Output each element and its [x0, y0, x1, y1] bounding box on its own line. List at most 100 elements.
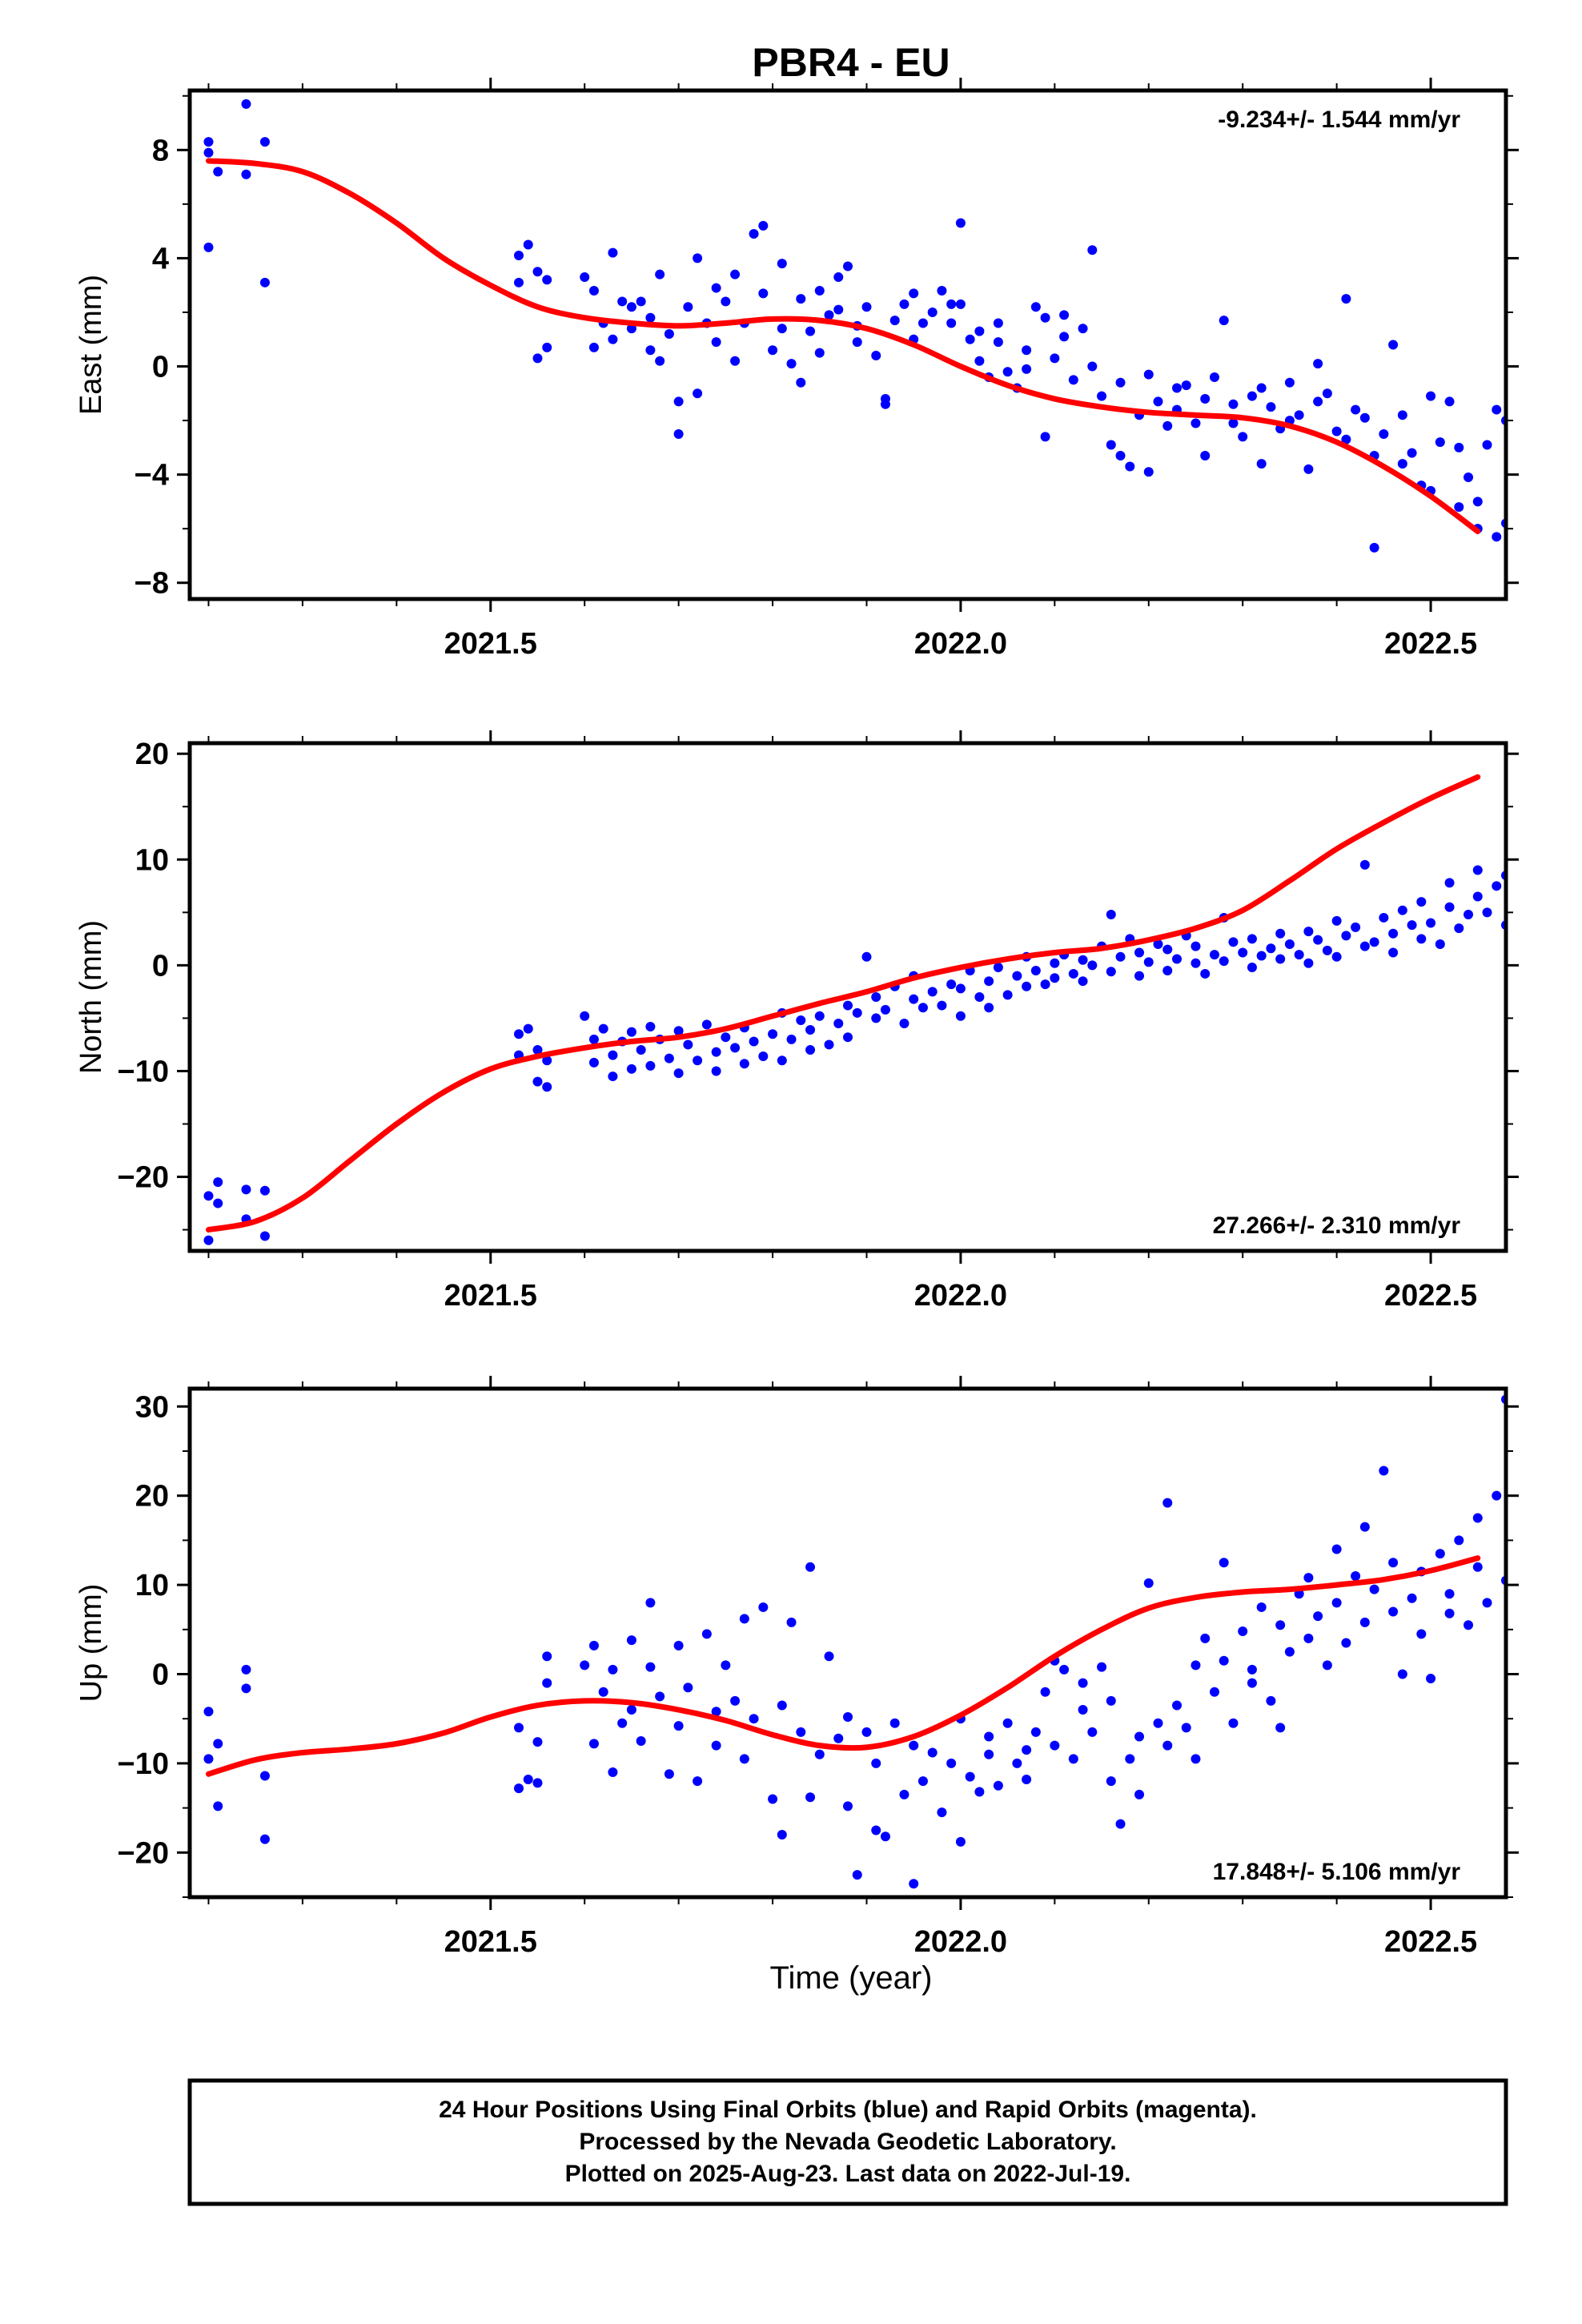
data-point: [1331, 951, 1342, 962]
data-point: [645, 345, 656, 356]
data-point: [1097, 1662, 1107, 1672]
data-point: [796, 294, 806, 304]
data-point: [1303, 927, 1314, 937]
x-tick-label: 2022.0: [914, 1925, 1007, 1959]
data-point: [608, 1050, 618, 1060]
data-point: [1501, 1575, 1504, 1586]
data-point: [1511, 1667, 1520, 1677]
data-point: [1426, 918, 1436, 928]
data-point: [843, 261, 853, 271]
data-point: [1397, 1669, 1407, 1679]
data-point: [203, 242, 214, 252]
data-point: [1369, 937, 1379, 947]
data-point: [1284, 377, 1295, 388]
data-point: [814, 1011, 825, 1021]
data-point: [598, 1023, 608, 1034]
y-tick-label: 0: [152, 1658, 169, 1691]
data-point: [664, 328, 674, 339]
data-point: [1115, 1819, 1126, 1829]
data-point: [1256, 459, 1267, 469]
data-point: [739, 1614, 749, 1624]
y-tick-label: 10: [135, 1569, 169, 1602]
trend-line: [205, 774, 1481, 1233]
data-point: [1464, 909, 1474, 919]
data-point: [701, 1019, 712, 1030]
data-point: [1125, 1754, 1135, 1764]
data-point: [1331, 1598, 1342, 1608]
data-point: [1125, 461, 1135, 472]
data-point: [711, 1047, 721, 1057]
data-point: [1059, 332, 1070, 342]
data-point: [1407, 1593, 1417, 1603]
data-point: [899, 1019, 909, 1029]
data-point: [1162, 1740, 1173, 1751]
data-point: [1115, 951, 1126, 962]
rate-annotation: 17.848+/- 5.106 mm/yr: [1213, 1859, 1461, 1885]
data-point: [645, 1060, 656, 1071]
data-point: [777, 1700, 787, 1711]
data-point: [1275, 1620, 1286, 1630]
data-point: [1050, 1740, 1060, 1751]
data-point: [514, 1783, 524, 1794]
data-point: [1482, 440, 1492, 450]
data-point: [1492, 881, 1502, 891]
data-point: [532, 1737, 543, 1747]
data-point: [608, 1664, 618, 1675]
data-point: [1078, 1678, 1088, 1688]
data-point: [514, 251, 524, 261]
data-point: [1022, 1745, 1032, 1755]
data-points: [203, 99, 1567, 555]
data-point: [1191, 418, 1201, 428]
data-point: [1351, 1570, 1361, 1581]
data-point: [824, 1039, 834, 1050]
data-point: [1388, 1558, 1399, 1568]
data-point: [213, 1739, 223, 1749]
data-point: [786, 1617, 797, 1627]
data-point: [852, 337, 862, 348]
data-point: [1134, 971, 1145, 981]
data-point: [852, 1007, 862, 1018]
data-point: [588, 342, 599, 352]
data-point: [711, 1066, 721, 1076]
data-point: [1012, 971, 1022, 981]
data-point: [523, 1023, 533, 1034]
data-point: [608, 334, 618, 344]
data-point: [580, 272, 590, 283]
rate-annotation: 27.266+/- 2.310 mm/yr: [1213, 1212, 1461, 1239]
data-point: [1313, 396, 1323, 407]
data-point: [899, 299, 909, 309]
data-point: [1284, 1647, 1295, 1657]
data-point: [1464, 472, 1474, 483]
x-tick-label: 2022.5: [1384, 1925, 1477, 1959]
data-point: [805, 326, 816, 336]
data-point: [1162, 944, 1173, 955]
data-point: [636, 1045, 646, 1055]
data-point: [645, 1598, 656, 1608]
data-point: [693, 1055, 703, 1066]
data-point: [946, 299, 957, 309]
data-point: [1388, 947, 1399, 958]
data-point: [1520, 545, 1529, 555]
data-point: [1191, 1754, 1201, 1764]
data-point: [768, 345, 778, 356]
data-point: [1341, 294, 1351, 304]
trend-line: [205, 158, 1481, 535]
data-point: [1557, 445, 1567, 455]
data-point: [259, 137, 270, 147]
data-point: [917, 1003, 928, 1013]
data-point: [1548, 435, 1558, 444]
data-point: [805, 1045, 816, 1055]
data-point: [796, 1727, 806, 1737]
data-point: [1200, 394, 1211, 404]
data-point: [241, 1184, 251, 1195]
data-point: [1247, 1678, 1257, 1688]
up-panel: 2021.5 2022.0 2022.5 30 20 10 0 −10 −20 Up (mm) 17…: [74, 1376, 1520, 1959]
data-point: [1106, 1776, 1116, 1787]
trend-line: [205, 1555, 1481, 1777]
y-tick-label: 0: [152, 351, 169, 384]
data-point: [955, 1011, 966, 1021]
data-point: [655, 269, 665, 279]
data-point: [241, 99, 251, 109]
data-point: [1416, 934, 1427, 944]
footer-box: 24 Hour Positions Using Final Orbits (bl…: [187, 2078, 1508, 2206]
